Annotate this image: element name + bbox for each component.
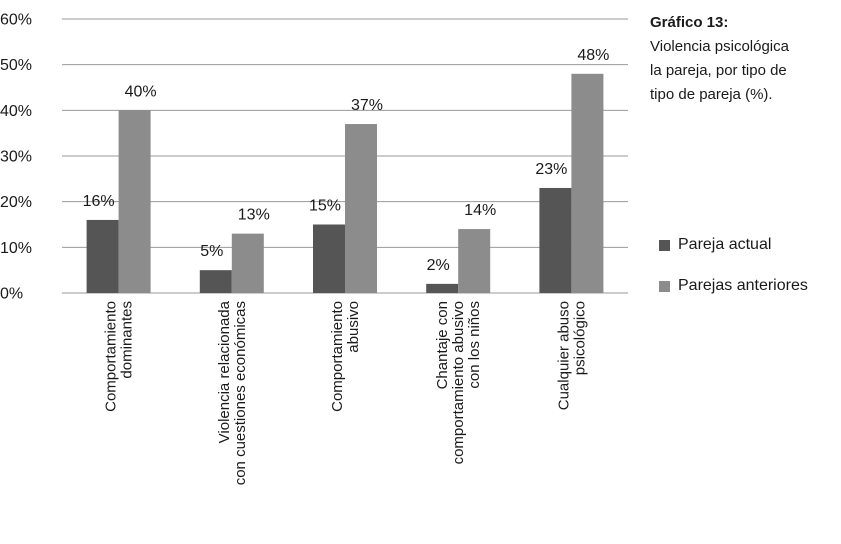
y-tick-label: 0% xyxy=(0,286,23,303)
legend: Pareja actual Parejas anteriores xyxy=(659,236,841,306)
caption-line-1: Violencia psicológica xyxy=(650,38,789,55)
bar-parejas-anteriores xyxy=(231,233,264,293)
bar-pareja-actual xyxy=(199,270,232,293)
bar-pareja-actual xyxy=(539,187,572,293)
x-category-label-line: Chantaje con xyxy=(434,301,451,389)
y-tick-label: 10% xyxy=(0,240,32,257)
caption-line-2: la pareja, por tipo de xyxy=(650,62,787,79)
data-label: 14% xyxy=(464,202,496,219)
legend-item-pareja-actual: Pareja actual xyxy=(659,236,771,254)
x-category-label-line: con cuestiones económicas xyxy=(232,301,249,485)
bar-pareja-actual xyxy=(86,219,119,293)
legend-label-parejas-anteriores: Parejas anteriores xyxy=(678,277,808,294)
x-category-label-line: Comportamiento xyxy=(329,301,346,412)
legend-label-pareja-actual: Pareja actual xyxy=(678,236,772,253)
data-label: 40% xyxy=(125,83,157,100)
data-label: 2% xyxy=(427,257,450,274)
y-tick-label: 50% xyxy=(0,57,32,74)
data-label: 23% xyxy=(535,161,567,178)
legend-swatch-pareja-actual xyxy=(659,239,670,251)
data-label: 16% xyxy=(83,193,115,210)
x-category-label-line: comportamiento abusivo xyxy=(450,301,467,464)
bar-parejas-anteriores xyxy=(345,124,377,294)
data-label: 13% xyxy=(238,207,270,224)
x-category-label: Comportamiento dominantes xyxy=(103,301,136,412)
x-category-label: Comportamiento abusivo xyxy=(329,301,362,412)
data-label: 48% xyxy=(577,47,609,64)
x-category-label-line: dominantes xyxy=(119,301,136,379)
bar-pareja-actual xyxy=(426,283,459,293)
data-label: 15% xyxy=(309,198,341,215)
caption-line-3: tipo de pareja (%). xyxy=(650,86,773,103)
y-tick-label: 60% xyxy=(0,12,32,29)
y-tick-label: 30% xyxy=(0,149,32,166)
legend-swatch-parejas-anteriores xyxy=(659,280,670,292)
chart-caption: Gráfico 13: Violencia psicológica la par… xyxy=(650,11,841,107)
x-category-label-line: con los niños xyxy=(466,301,483,389)
x-category-label-line: Comportamiento xyxy=(103,301,120,412)
data-label: 37% xyxy=(351,97,383,114)
data-label: 5% xyxy=(200,243,223,260)
x-category-label-line: Violencia relacionada xyxy=(216,300,233,443)
x-category-label-line: Cualquier abuso xyxy=(555,301,572,410)
x-category-label-line: abusivo xyxy=(345,301,362,353)
caption-heading: Gráfico 13: xyxy=(650,14,729,31)
bar-parejas-anteriores xyxy=(118,110,151,293)
x-category-label: Violencia relacionada con cuestiones econ… xyxy=(216,300,249,485)
y-tick-label: 40% xyxy=(0,103,32,120)
legend-item-parejas-anteriores: Parejas anteriores xyxy=(659,277,808,295)
bar-parejas-anteriores xyxy=(458,229,491,293)
x-category-label: Cualquier abuso psicológico xyxy=(555,301,588,410)
bar-pareja-actual xyxy=(313,224,345,293)
x-category-label: Chantaje con comportamiento abusivo con lo… xyxy=(434,301,483,464)
y-tick-label: 20% xyxy=(0,194,32,211)
x-category-label-line: psicológico xyxy=(571,301,588,375)
bar-parejas-anteriores xyxy=(571,73,604,293)
